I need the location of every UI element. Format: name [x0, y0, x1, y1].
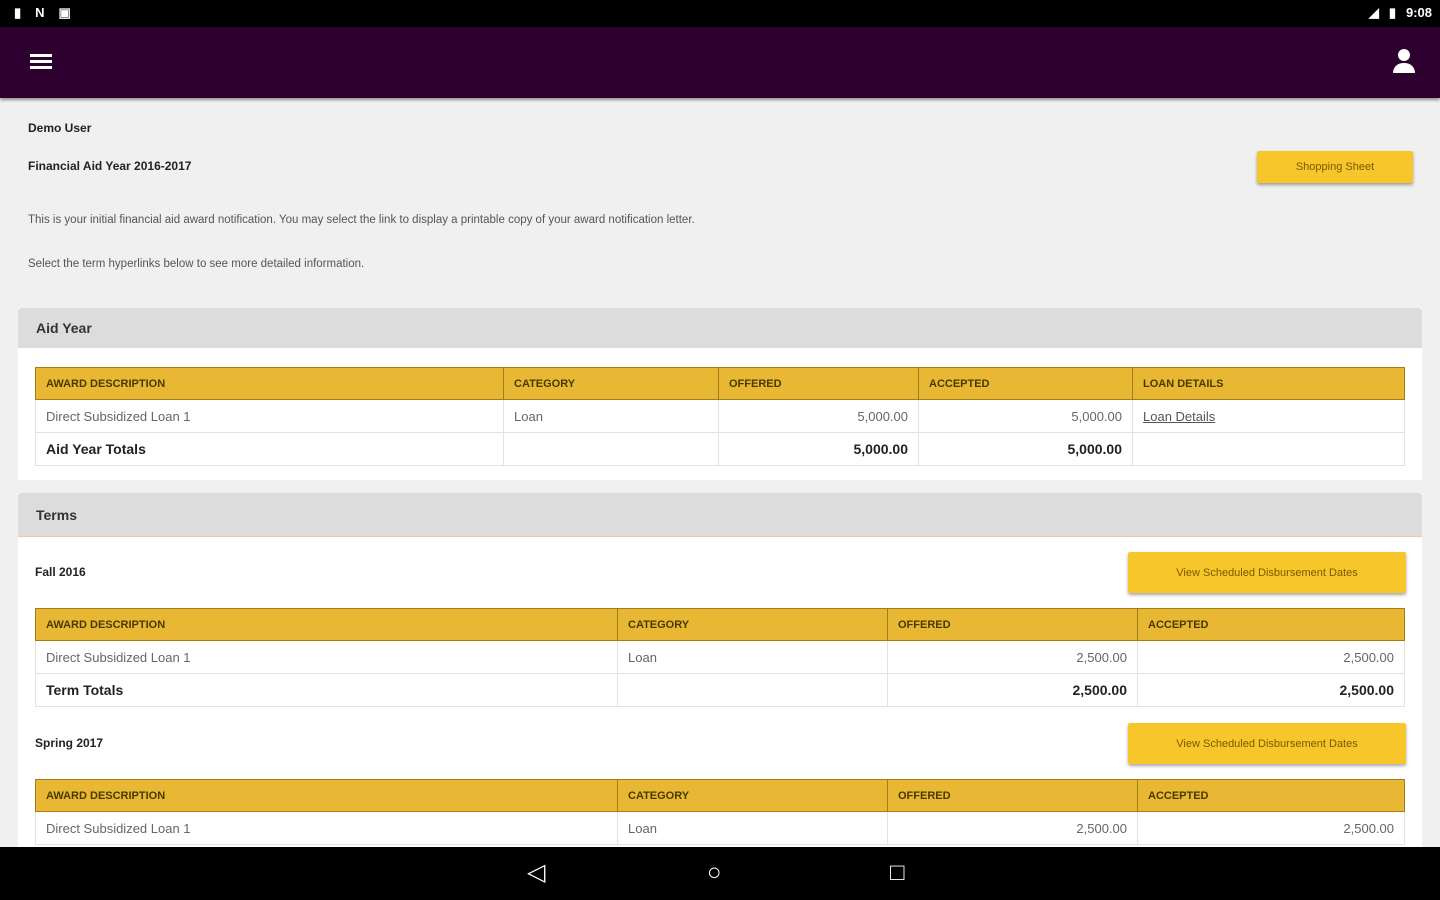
- status-bar: ▮ N ▣ ◢ ▮ 9:08: [0, 0, 1440, 27]
- n-icon: N: [35, 5, 45, 20]
- totals-label: Term Totals: [35, 673, 618, 707]
- offered: 2,500.00: [887, 811, 1138, 845]
- col-header: OFFERED: [887, 779, 1138, 812]
- total-offered: 2,500.00: [887, 673, 1138, 707]
- back-icon[interactable]: ◁: [527, 859, 546, 886]
- totals-row: Aid Year Totals 5,000.00 5,000.00: [35, 432, 1405, 466]
- category: Loan: [617, 811, 888, 845]
- clock: 9:08: [1405, 5, 1432, 20]
- aid-year-table: AWARD DESCRIPTION CATEGORY OFFERED ACCEPTED…: [35, 367, 1405, 466]
- col-header: AWARD DESCRIPTION: [35, 779, 618, 812]
- home-icon[interactable]: ○: [707, 859, 722, 886]
- accepted: 2,500.00: [1137, 640, 1405, 674]
- award-description: Direct Subsidized Loan 1: [35, 811, 618, 845]
- app-bar: [0, 27, 1440, 98]
- category: Loan: [617, 640, 888, 674]
- battery-icon: ▮: [1388, 5, 1396, 20]
- col-header: AWARD DESCRIPTION: [35, 367, 504, 400]
- android-nav-bar: ◁ ○ □: [0, 847, 1440, 900]
- totals-row: Term Totals 2,500.00 2,500.00: [35, 673, 1405, 707]
- col-header: AWARD DESCRIPTION: [35, 608, 618, 641]
- total-offered: 5,000.00: [718, 432, 919, 466]
- award-description: Direct Subsidized Loan 1: [35, 640, 618, 674]
- aid-year-label: Financial Aid Year 2016-2017: [28, 159, 192, 173]
- table-row: Direct Subsidized Loan 1 Loan 5,000.00 5,00…: [35, 399, 1405, 433]
- total-accepted: 5,000.00: [918, 432, 1133, 466]
- instruction-text: Select the term hyperlinks below to see …: [28, 258, 365, 270]
- term-link-fall-2016[interactable]: Fall 2016: [35, 565, 86, 579]
- shopping-sheet-button[interactable]: Shopping Sheet: [1257, 151, 1413, 183]
- view-disbursement-dates-button[interactable]: View Scheduled Disbursement Dates: [1128, 723, 1406, 764]
- category: Loan: [503, 399, 719, 433]
- award-description: Direct Subsidized Loan 1: [35, 399, 504, 433]
- loan-details-cell: Loan Details: [1132, 399, 1405, 433]
- col-header: ACCEPTED: [918, 367, 1133, 400]
- table-row: Direct Subsidized Loan 1 Loan 2,500.00 2,50…: [35, 640, 1405, 674]
- accepted: 5,000.00: [918, 399, 1133, 433]
- loan-details-link[interactable]: Loan Details: [1143, 408, 1216, 424]
- col-header: ACCEPTED: [1137, 779, 1405, 812]
- recents-icon[interactable]: □: [890, 859, 905, 886]
- accepted: 2,500.00: [1137, 811, 1405, 845]
- user-profile-icon[interactable]: [1392, 49, 1416, 75]
- total-accepted: 2,500.00: [1137, 673, 1405, 707]
- fall-2016-table: AWARD DESCRIPTION CATEGORY OFFERED ACCEPTED…: [35, 608, 1405, 707]
- notification-icon: ▮: [14, 5, 22, 20]
- col-header: CATEGORY: [503, 367, 719, 400]
- col-header: CATEGORY: [617, 608, 888, 641]
- spring-2017-table: AWARD DESCRIPTION CATEGORY OFFERED ACCEPTED…: [35, 779, 1405, 845]
- user-name: Demo User: [28, 121, 92, 135]
- term-link-spring-2017[interactable]: Spring 2017: [35, 736, 104, 750]
- offered: 2,500.00: [887, 640, 1138, 674]
- table-row: Direct Subsidized Loan 1 Loan 2,500.00 2,50…: [35, 811, 1405, 845]
- col-header: OFFERED: [887, 608, 1138, 641]
- intro-text: This is your initial financial aid award…: [28, 214, 695, 226]
- col-header: OFFERED: [718, 367, 919, 400]
- signal-icon: ◢: [1368, 5, 1379, 20]
- offered: 5,000.00: [718, 399, 919, 433]
- hamburger-menu-icon[interactable]: [30, 54, 52, 70]
- col-header: CATEGORY: [617, 779, 888, 812]
- totals-label: Aid Year Totals: [35, 432, 504, 466]
- aid-year-heading: Aid Year: [18, 308, 1422, 348]
- col-header: ACCEPTED: [1137, 608, 1405, 641]
- view-disbursement-dates-button[interactable]: View Scheduled Disbursement Dates: [1128, 552, 1406, 593]
- col-header: LOAN DETAILS: [1132, 367, 1405, 400]
- photo-icon: ▣: [58, 5, 71, 20]
- terms-heading: Terms: [18, 493, 1422, 537]
